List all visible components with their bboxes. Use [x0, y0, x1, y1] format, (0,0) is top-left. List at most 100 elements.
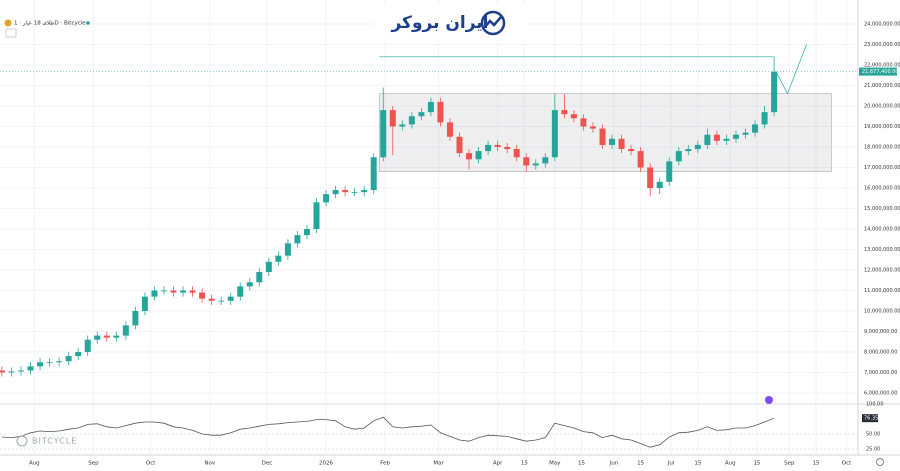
rsi-tick-label: 25.00: [866, 447, 880, 453]
candle-body: [713, 134, 720, 141]
candle-body: [532, 163, 539, 166]
candle-body: [561, 110, 568, 115]
candle-body: [246, 282, 253, 287]
candle-body: [294, 235, 301, 244]
candle-body: [189, 290, 196, 293]
candle-body: [523, 157, 530, 166]
grid: [0, 0, 858, 455]
candle-body: [580, 118, 587, 127]
candle-body: [218, 300, 225, 302]
candle-body: [332, 190, 339, 195]
y-tick-label: 22,000,000.00: [864, 63, 900, 69]
candle-body: [284, 243, 291, 256]
x-tick-label: Sep: [88, 461, 99, 467]
y-tick-label: 18,000,000.00: [864, 145, 900, 151]
x-tick-label: Sep: [784, 461, 795, 467]
status-dot: [86, 21, 90, 25]
candle-body: [685, 149, 692, 152]
settings-button[interactable]: [876, 458, 884, 466]
x-tick-label: Dec: [262, 461, 273, 467]
y-tick-label: 20,000,000.00: [864, 104, 900, 110]
y-tick-label: 13,000,000.00: [864, 247, 900, 253]
candle-body: [275, 255, 282, 262]
watermark: BITCYCLE: [32, 437, 77, 446]
candle-body: [237, 286, 244, 297]
y-tick-label: 23,000,000.00: [864, 42, 900, 48]
candle-body: [323, 194, 330, 203]
rsi-marker-label: 76.35: [864, 416, 878, 422]
brand-icon: [480, 10, 506, 36]
candle-body: [37, 362, 44, 367]
candle-body: [180, 290, 187, 293]
rsi-line: [1, 416, 775, 448]
candle-body: [8, 371, 15, 373]
x-tick-label: 15: [753, 461, 760, 467]
x-tick-label: 15: [521, 461, 528, 467]
collapse-button[interactable]: [5, 28, 17, 38]
x-tick-label: 15: [637, 461, 644, 467]
y-tick-label: 17,000,000.00: [864, 165, 900, 171]
candle-body: [732, 134, 739, 139]
candle-body: [141, 296, 148, 311]
candle-body: [599, 128, 606, 145]
x-tick-label: Feb: [380, 461, 390, 467]
candle-body: [122, 325, 129, 336]
x-tick-label: Jul: [667, 461, 675, 467]
y-tick-label: 21,000,000.00: [864, 83, 900, 89]
candle-body: [0, 370, 5, 373]
candle-body: [389, 110, 396, 127]
candle-body: [628, 149, 635, 152]
candle-body: [694, 144, 701, 150]
y-tick-label: 11,000,000.00: [864, 288, 900, 294]
candle-body: [342, 190, 349, 193]
y-tick-label: 12,000,000.00: [864, 268, 900, 274]
candle-body: [466, 153, 473, 160]
rsi-tick-label: 100.00: [866, 402, 884, 408]
x-tick-label: Apr: [493, 461, 503, 467]
candle-body: [303, 229, 310, 236]
candle-body: [265, 261, 272, 273]
candle-body: [170, 290, 177, 293]
y-tick-label: 7,000,000.00: [864, 370, 897, 376]
candle-body: [27, 366, 34, 371]
candle-body: [361, 190, 368, 193]
candle-body: [437, 101, 444, 123]
x-tick-label: May: [549, 461, 561, 467]
candle-body: [313, 202, 320, 229]
candle-body: [208, 298, 215, 301]
x-tick-label: 15: [813, 461, 820, 467]
rsi-tick-label: 50.00: [866, 432, 880, 438]
candle-body: [542, 157, 549, 164]
candle-body: [494, 144, 501, 147]
candle-body: [446, 122, 453, 137]
candle-body: [456, 136, 463, 154]
candle-body: [227, 296, 234, 301]
candle-body: [771, 71, 778, 113]
y-tick-label: 6,000,000.00: [864, 391, 897, 397]
x-tick-label: 2026: [319, 461, 333, 467]
candle-body: [65, 356, 72, 362]
candle-body: [551, 110, 558, 158]
candle-body: [94, 335, 101, 340]
y-tick-label: 9,000,000.00: [864, 329, 897, 335]
price-marker-box: [859, 67, 897, 76]
candle-body: [427, 101, 434, 113]
candle-body: [408, 116, 415, 125]
price-pane: [0, 44, 858, 377]
candle-body: [570, 114, 577, 119]
x-tick-label: Aug: [725, 461, 736, 467]
rsi-marker-box: [862, 414, 878, 423]
y-tick-label: 16,000,000.00: [864, 186, 900, 192]
x-tick-label: Aug: [29, 461, 40, 467]
y-tick-label: 8,000,000.00: [864, 350, 897, 356]
candle-body: [160, 290, 167, 292]
candle-body: [675, 151, 682, 162]
y-tick-label: 19,000,000.00: [864, 124, 900, 130]
candle-body: [704, 134, 711, 145]
x-tick-label: 15: [578, 461, 585, 467]
candle-body: [637, 151, 644, 168]
symbol-icon: [4, 19, 12, 27]
alert-icon[interactable]: [765, 396, 773, 404]
rsi-pane: [0, 403, 858, 450]
